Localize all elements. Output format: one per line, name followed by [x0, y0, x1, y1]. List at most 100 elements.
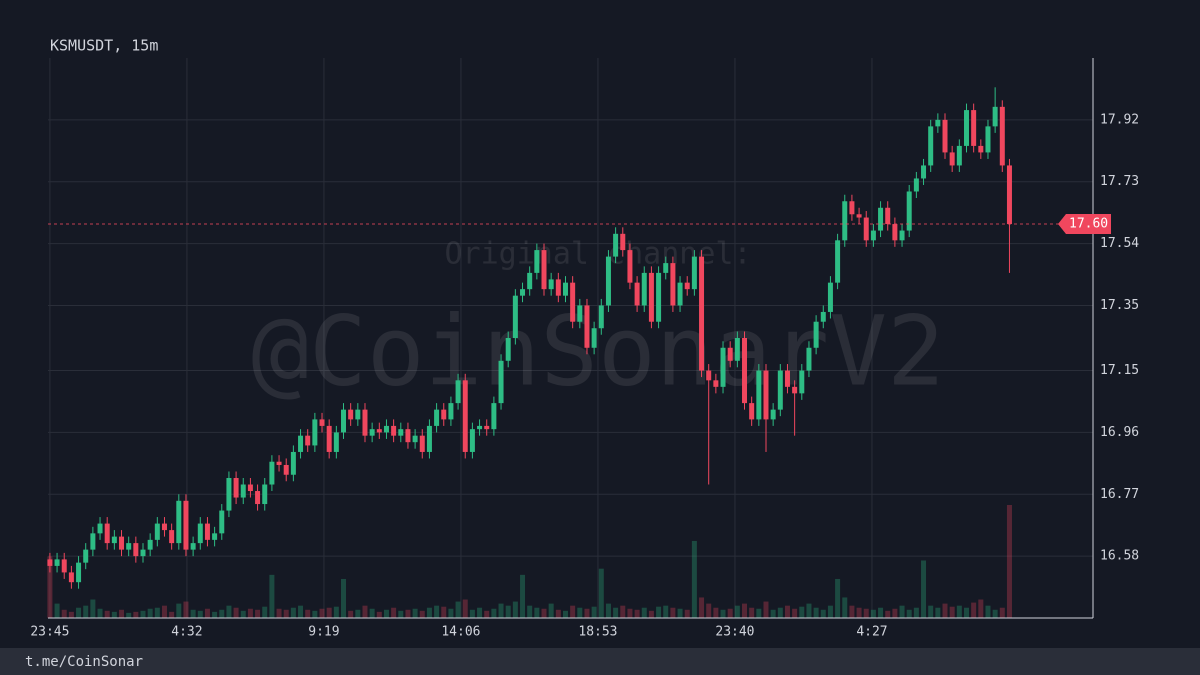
candle-body	[212, 533, 218, 540]
candle-body	[842, 201, 848, 241]
candle-body	[820, 311, 826, 322]
candle-body	[749, 403, 755, 420]
candle-body	[348, 409, 354, 420]
volume-bar	[484, 610, 490, 618]
volume-bar	[434, 605, 440, 618]
volume-bar	[720, 609, 726, 618]
volume-bar	[126, 612, 132, 618]
volume-bar	[906, 609, 912, 618]
volume-bar	[520, 574, 526, 618]
candle-body	[269, 461, 275, 485]
candle-body	[520, 289, 526, 296]
volume-bar	[119, 609, 125, 618]
candle-body	[448, 403, 454, 420]
candle-body	[369, 429, 375, 436]
volume-bar	[706, 603, 712, 618]
volume-bar	[870, 609, 876, 618]
volume-bar	[348, 610, 354, 618]
candle-body	[491, 403, 497, 430]
volume-bar	[691, 540, 697, 618]
chart-title: KSMUSDT, 15m	[50, 37, 158, 55]
candle-body	[276, 461, 282, 465]
candle-body	[169, 530, 175, 544]
volume-bar	[656, 606, 662, 618]
volume-bar	[240, 610, 246, 618]
volume-bar	[999, 607, 1005, 618]
volume-bar	[369, 608, 375, 618]
candle-body	[90, 533, 96, 550]
candle-body	[441, 409, 447, 420]
volume-bar	[684, 609, 690, 618]
volume-bar	[398, 610, 404, 618]
candle-body	[140, 549, 146, 557]
volume-bar	[233, 607, 239, 618]
watermark-top: Original channel:	[444, 237, 751, 272]
candle-body	[47, 559, 53, 566]
marks	[47, 87, 1093, 618]
candle-body	[469, 429, 475, 452]
candle-body	[713, 380, 719, 387]
candle-body	[333, 432, 339, 452]
candle-body	[76, 562, 82, 583]
volume-bar	[204, 608, 210, 618]
candle-body	[577, 305, 583, 322]
volume-bar	[341, 578, 347, 618]
candle-body	[426, 425, 432, 452]
candle-body	[226, 478, 232, 511]
candle-body	[906, 191, 912, 231]
volume-bar	[842, 597, 848, 618]
volume-bar	[584, 608, 590, 618]
volume-bar	[97, 608, 103, 618]
candle-body	[806, 347, 812, 371]
volume-bar	[727, 608, 733, 618]
candle-body	[691, 256, 697, 290]
candle-body	[383, 425, 389, 433]
candle-body	[362, 409, 368, 436]
candle-body	[391, 425, 397, 436]
volume-bar	[885, 610, 891, 618]
candle-body	[183, 500, 189, 550]
volume-bar	[806, 603, 812, 618]
volume-bar	[591, 606, 597, 618]
candle-body	[677, 282, 683, 306]
candle-body	[197, 523, 203, 544]
volume-bar	[419, 610, 425, 618]
candle-body	[147, 539, 153, 550]
volume-bar	[713, 607, 719, 618]
volume-bar	[391, 607, 397, 618]
volume-bar	[548, 603, 554, 618]
volume-bar	[734, 605, 740, 618]
volume-bar	[290, 607, 296, 618]
candle-body	[247, 484, 253, 492]
candle-body	[298, 435, 304, 452]
candle-body	[720, 347, 726, 387]
candle-body	[899, 230, 905, 241]
volume-bar	[921, 560, 927, 618]
volume-bar	[111, 611, 117, 618]
candle-body	[154, 523, 160, 540]
volume-bar	[90, 599, 96, 618]
candle-body	[111, 536, 117, 544]
candle-body	[434, 409, 440, 426]
volume-bar	[763, 601, 769, 618]
candle-body	[770, 409, 776, 420]
last-price-label: 17.60	[1069, 217, 1108, 232]
volume-bar	[47, 556, 53, 618]
candle-body	[455, 380, 461, 404]
volume-bar	[319, 608, 325, 618]
x-tick-label: 4:32	[171, 625, 202, 640]
candle-body	[742, 338, 748, 404]
candle-body	[921, 165, 927, 179]
candle-body	[1006, 165, 1012, 225]
candle-body	[870, 230, 876, 241]
candle-body	[555, 279, 561, 296]
volume-bar	[169, 611, 175, 618]
candle-body	[648, 272, 654, 322]
candle-body	[978, 145, 984, 153]
volume-bar	[799, 606, 805, 618]
volume-bar	[892, 608, 898, 618]
volume-bar	[985, 605, 991, 618]
y-tick-label: 16.96	[1100, 425, 1139, 440]
volume-bar	[154, 607, 160, 618]
candle-body	[176, 500, 182, 544]
